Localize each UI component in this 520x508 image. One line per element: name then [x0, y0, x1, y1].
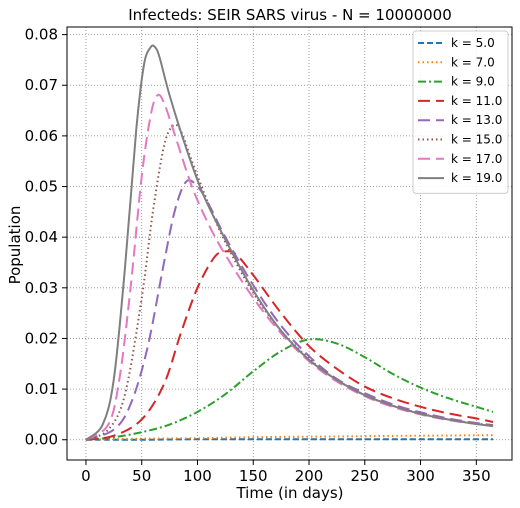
x-tick-label: 250 — [350, 467, 379, 485]
legend-label: k = 19.0 — [451, 171, 502, 185]
y-tick-label: 0.05 — [25, 178, 58, 196]
legend-label: k = 9.0 — [451, 75, 495, 89]
series-lines — [85, 44, 494, 441]
legend: k = 5.0 k = 7.0 k = 9.0 k = 11.0 k = 13.0 k =… — [412, 30, 509, 194]
series-line-5 — [85, 179, 494, 441]
legend-label: k = 17.0 — [451, 152, 502, 166]
y-tick-label: 0.07 — [25, 76, 58, 94]
series-line-3 — [85, 338, 494, 441]
series-line-4 — [85, 250, 494, 441]
y-tick-label: 0.04 — [25, 228, 58, 246]
legend-label: k = 7.0 — [451, 55, 495, 69]
y-tick-label: 0.03 — [25, 279, 58, 297]
grid-lines — [67, 27, 512, 460]
series-line-1 — [85, 438, 494, 441]
legend-label: k = 11.0 — [451, 94, 502, 108]
y-tick-label: 0.06 — [25, 127, 58, 145]
y-tick-label: 0.08 — [25, 26, 58, 44]
legend-box — [412, 30, 509, 194]
x-axis-label: Time (in days) — [235, 484, 343, 502]
x-tick-label: 350 — [462, 467, 491, 485]
x-axis-ticks: 0 50 100 150 200 250 300 350 — [81, 460, 491, 485]
x-tick-label: 200 — [295, 467, 324, 485]
y-tick-label: 0.02 — [25, 329, 58, 347]
chart-title: Infecteds: SEIR SARS virus - N = 1000000… — [128, 6, 452, 24]
series-line-8 — [85, 44, 494, 441]
x-tick-label: 0 — [81, 467, 91, 485]
y-tick-label: 0.01 — [25, 380, 58, 398]
y-axis-ticks: 0.00 0.01 0.02 0.03 0.04 0.05 0.06 0.07 0.08 — [25, 26, 67, 449]
legend-label: k = 13.0 — [451, 113, 502, 127]
x-tick-label: 150 — [239, 467, 268, 485]
legend-label: k = 5.0 — [451, 36, 495, 50]
y-axis-label: Population — [6, 206, 24, 285]
series-line-2 — [85, 434, 494, 441]
x-tick-label: 100 — [183, 467, 212, 485]
x-tick-label: 300 — [406, 467, 435, 485]
plot-frame — [66, 26, 513, 461]
y-tick-label: 0.00 — [25, 431, 58, 449]
legend-label: k = 15.0 — [451, 133, 502, 147]
x-tick-label: 50 — [132, 467, 151, 485]
